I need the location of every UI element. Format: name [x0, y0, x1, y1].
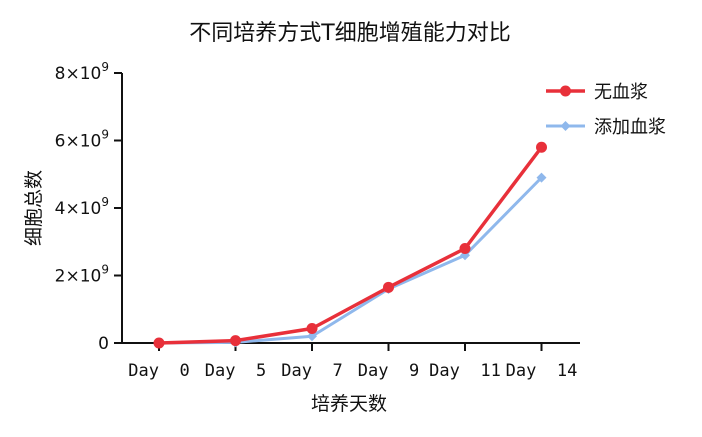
x-ticks: Day 0 Day 5 Day 7 Day 9 Day 11 Day 14: [128, 343, 577, 381]
data-point: [536, 172, 547, 183]
series-2: [154, 172, 547, 348]
x-tick-label: Day 9: [358, 361, 419, 381]
x-tick-label: Day 7: [281, 361, 342, 381]
data-point: [536, 141, 547, 153]
y-tick-label: 4×109: [55, 195, 109, 219]
data-point: [307, 331, 317, 342]
legend-label: 添加血浆: [594, 117, 666, 138]
data-point: [153, 337, 165, 349]
series-line: [158, 176, 543, 345]
x-tick-label: Day 14: [506, 361, 578, 381]
legend-marker: [560, 85, 571, 97]
legend-item: 无血浆: [546, 82, 648, 103]
x-tick-label: Day 5: [205, 361, 266, 381]
x-tick-label: Day 11: [429, 361, 501, 381]
series-line: [158, 146, 543, 345]
x-tick-label: Day 0: [128, 361, 189, 381]
data-point: [459, 243, 471, 254]
series-1: [153, 141, 547, 349]
data-point: [383, 281, 394, 293]
y-axis-label: 细胞总数: [23, 170, 45, 246]
chart-title: 不同培养方式T细胞增殖能力对比: [189, 21, 510, 46]
y-tick-label: 6×109: [55, 128, 109, 152]
legend-marker: [560, 121, 571, 131]
series-layer: [153, 141, 547, 349]
data-point: [306, 322, 318, 334]
y-tick-label: 0: [98, 334, 109, 354]
legend-label: 无血浆: [594, 82, 648, 103]
y-tick-label: 8×109: [55, 60, 109, 84]
y-tick-label: 2×109: [55, 263, 109, 287]
data-point: [230, 335, 241, 347]
y-ticks: 0 2×109 4×109 6×109 8×109: [55, 60, 122, 354]
x-axis-label: 培养天数: [311, 393, 387, 415]
legend-item: 添加血浆: [546, 117, 666, 138]
